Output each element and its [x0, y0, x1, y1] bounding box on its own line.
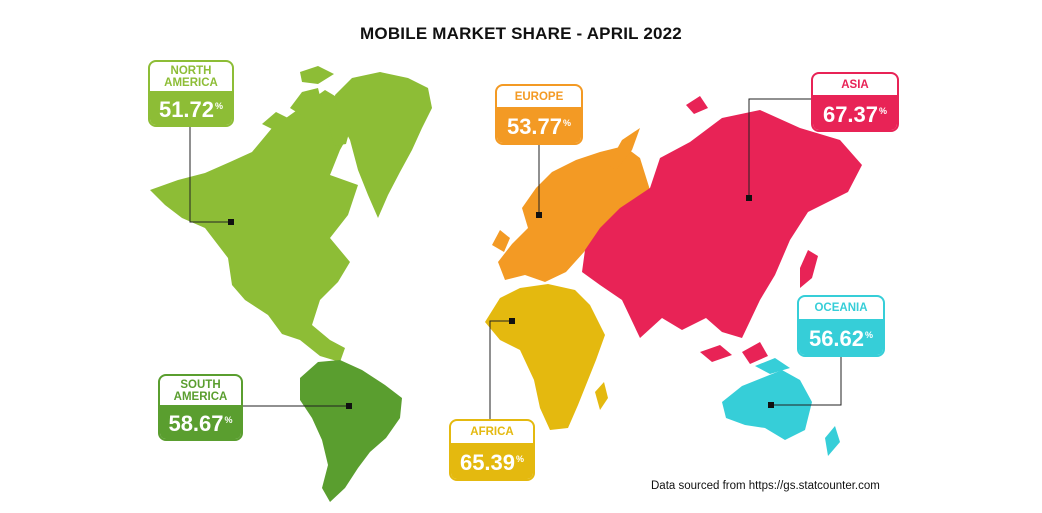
oceania-leader — [771, 357, 842, 406]
africa-value: 65.39% — [451, 443, 533, 479]
asia-name: ASIA — [841, 78, 869, 91]
south-america-value: 58.67% — [160, 405, 241, 439]
north-america-name: NORTH AMERICA — [164, 64, 218, 89]
africa-label: AFRICA 65.39% — [449, 419, 535, 481]
africa-marker — [509, 318, 515, 324]
europe-landmass — [492, 128, 650, 282]
north-america-landmass — [150, 66, 432, 362]
markers — [228, 195, 774, 409]
south-america-landmass — [300, 360, 402, 502]
south-america-label: SOUTH AMERICA 58.67% — [158, 374, 243, 441]
oceania-value: 56.62% — [799, 319, 883, 355]
data-source-note: Data sourced from https://gs.statcounter… — [651, 480, 880, 492]
africa-landmass — [485, 284, 605, 430]
oceania-marker — [768, 402, 774, 408]
chart-title: MOBILE MARKET SHARE - APRIL 2022 — [360, 24, 682, 43]
asia-marker — [746, 195, 752, 201]
europe-value: 53.77% — [497, 107, 581, 143]
north-america-leader — [189, 127, 231, 223]
asia-label: ASIA 67.37% — [811, 72, 899, 132]
asia-leader — [748, 98, 811, 198]
south-america-name: SOUTH AMERICA — [173, 378, 228, 403]
leader-lines — [189, 98, 842, 419]
europe-marker — [536, 212, 542, 218]
north-america-marker — [228, 219, 234, 225]
europe-name: EUROPE — [514, 90, 564, 103]
north-america-value: 51.72% — [150, 91, 232, 125]
africa-name: AFRICA — [470, 426, 514, 438]
oceania-label: OCEANIA 56.62% — [797, 295, 885, 357]
south-america-marker — [346, 403, 352, 409]
asia-value: 67.37% — [813, 95, 897, 130]
europe-label: EUROPE 53.77% — [495, 84, 583, 145]
asia-landmass — [582, 96, 862, 364]
oceania-landmass — [722, 358, 840, 456]
north-america-label: NORTH AMERICA 51.72% — [148, 60, 234, 127]
oceania-name: OCEANIA — [814, 302, 868, 314]
africa-leader — [489, 320, 512, 419]
